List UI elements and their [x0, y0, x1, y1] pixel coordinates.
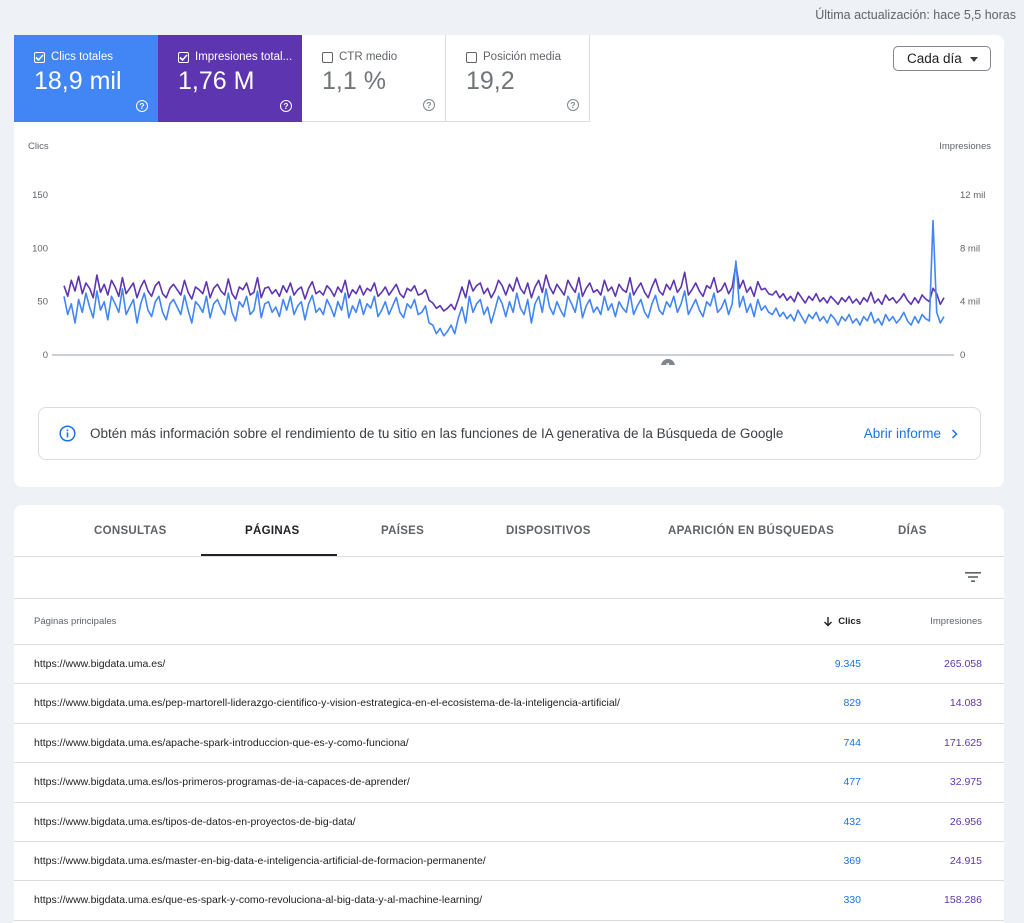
table-row[interactable]: https://www.bigdata.uma.es/los-primeros-… [14, 763, 1004, 803]
row-url: https://www.bigdata.uma.es/tipos-de-dato… [34, 815, 356, 828]
row-impressions: 26.956 [949, 815, 982, 828]
ia-info-banner: Obtén más información sobre el rendimien… [38, 407, 981, 460]
help-icon[interactable]: ? [423, 99, 435, 111]
row-url: https://www.bigdata.uma.es/que-es-spark-… [34, 894, 483, 907]
row-impressions: 171.625 [944, 736, 982, 749]
help-icon[interactable]: ? [567, 99, 579, 111]
series-line-impressions [63, 263, 945, 312]
row-url: https://www.bigdata.uma.es/master-en-big… [34, 854, 486, 867]
metric-clicks-value: 18,9 mil [34, 67, 122, 95]
table-card: CONSULTAS PÁGINAS PAÍSES DISPOSITIVOS AP… [14, 505, 1004, 923]
row-impressions: 265.058 [944, 658, 982, 670]
row-url: https://www.bigdata.uma.es/ [34, 658, 166, 670]
right-axis-label: Impresiones [939, 141, 991, 152]
row-clicks: 369 [843, 854, 861, 867]
open-report-label: Abrir informe [863, 426, 941, 441]
left-tick-label: 100 [32, 243, 48, 254]
row-impressions: 158.286 [944, 894, 982, 907]
open-report-link[interactable]: Abrir informe [864, 426, 958, 441]
row-clicks: 330 [843, 894, 861, 907]
row-clicks: 744 [843, 736, 861, 749]
tab-dias[interactable]: DÍAS [898, 525, 927, 537]
last-update-text: Última actualización: hace 5,5 horas [815, 8, 1016, 22]
checkbox-unchecked-icon [466, 51, 477, 63]
caret-down-icon [970, 57, 978, 62]
metric-impressions-toggle[interactable]: Impresiones total... 1,76 M ? [158, 35, 302, 122]
row-url: https://www.bigdata.uma.es/los-primeros-… [34, 776, 410, 789]
table-header: Páginas principales Clics Impresiones [14, 599, 1004, 645]
table-row[interactable]: https://www.bigdata.uma.es/tipos-de-dato… [14, 803, 1004, 842]
metric-clicks-label: Clics totales [51, 51, 113, 63]
filter-row [14, 557, 1004, 599]
series-line-clicks [63, 219, 945, 337]
period-label: Cada día [907, 51, 962, 66]
tab-paises[interactable]: PAÍSES [381, 525, 425, 537]
right-tick-label: 0 [960, 350, 965, 361]
metric-ctr-label: CTR medio [339, 51, 398, 63]
right-tick-label: 8 mil [960, 243, 980, 254]
annotation-circle [661, 359, 675, 365]
column-header-pages[interactable]: Páginas principales [34, 616, 117, 627]
left-axis-label: Clics [28, 141, 49, 152]
arrow-down-icon [824, 617, 833, 627]
tab-dispositivos[interactable]: DISPOSITIVOS [506, 525, 591, 537]
row-clicks: 432 [843, 815, 861, 828]
table-row[interactable]: https://www.bigdata.uma.es/que-es-spark-… [14, 881, 1004, 921]
table-row[interactable]: https://www.bigdata.uma.es/master-en-big… [14, 842, 1004, 882]
tab-aparicion-busquedas[interactable]: APARICIÓN EN BÚSQUEDAS [668, 525, 835, 537]
metric-position-value: 19,2 [466, 67, 515, 95]
column-header-clicks[interactable]: Clics [823, 616, 861, 627]
table-row[interactable]: https://www.bigdata.uma.es/apache-spark-… [14, 724, 1004, 764]
info-icon [59, 425, 76, 442]
tab-consultas[interactable]: CONSULTAS [94, 525, 167, 537]
dimension-tabs: CONSULTAS PÁGINAS PAÍSES DISPOSITIVOS AP… [14, 505, 1004, 557]
table-row[interactable]: https://www.bigdata.uma.es/pep-martorell… [14, 684, 1004, 724]
row-url: https://www.bigdata.uma.es/apache-spark-… [34, 736, 409, 749]
table-row[interactable]: https://www.bigdata.uma.es/9.345 265.058 [14, 645, 1004, 685]
row-url: https://www.bigdata.uma.es/pep-martorell… [34, 697, 620, 710]
help-icon[interactable]: ? [136, 100, 148, 112]
left-tick-label: 50 [37, 297, 48, 308]
left-tick-label: 150 [32, 190, 48, 201]
column-header-clicks-label: Clics [838, 616, 861, 627]
period-dropdown[interactable]: Cada día [893, 46, 991, 71]
checkbox-unchecked-icon [322, 51, 333, 63]
metric-impressions-label: Impresiones total... [195, 51, 293, 63]
right-tick-label: 4 mil [960, 297, 980, 308]
chevron-right-icon [951, 428, 958, 439]
table-body: https://www.bigdata.uma.es/9.345 265.058 … [14, 645, 1004, 921]
tab-paginas[interactable]: PÁGINAS [245, 525, 300, 537]
row-clicks: 829 [843, 697, 861, 710]
annotation-marker[interactable]: 1 [661, 359, 675, 365]
active-tab-indicator [201, 554, 337, 556]
metric-position-toggle[interactable]: Posición media 19,2 ? [446, 35, 590, 122]
column-header-impressions[interactable]: Impresiones [930, 616, 982, 627]
help-icon[interactable]: ? [280, 100, 292, 112]
metric-position-label: Posición media [483, 51, 561, 63]
metric-ctr-toggle[interactable]: CTR medio 1,1 % ? [302, 35, 446, 122]
annotation-label: 1 [665, 362, 670, 366]
row-impressions: 24.915 [949, 854, 982, 867]
checkbox-checked-icon [34, 51, 45, 63]
metric-ctr-value: 1,1 % [322, 67, 386, 95]
filter-icon[interactable] [964, 570, 982, 584]
row-impressions: 32.975 [949, 776, 982, 789]
performance-chart[interactable]: Clics Impresiones 150 100 50 0 12 mil 8 mil 4… [14, 135, 1004, 365]
left-tick-label: 0 [43, 350, 48, 361]
metric-impressions-value: 1,76 M [178, 67, 255, 95]
banner-message: Obtén más información sobre el rendimien… [90, 426, 784, 441]
row-clicks: 477 [843, 776, 861, 789]
row-impressions: 14.083 [949, 697, 982, 710]
performance-card: Clics totales 18,9 mil ? Impresiones tot… [14, 35, 1004, 487]
metric-clicks-toggle[interactable]: Clics totales 18,9 mil ? [14, 35, 158, 122]
checkbox-checked-icon [178, 51, 189, 63]
row-clicks: 9.345 [834, 658, 861, 670]
right-tick-label: 12 mil [960, 190, 985, 201]
